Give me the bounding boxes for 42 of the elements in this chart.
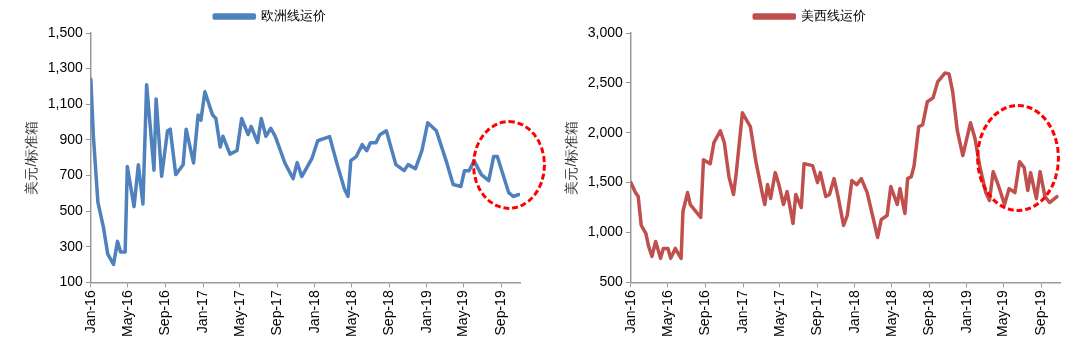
x-tick-label: Jan-19 bbox=[957, 290, 974, 334]
x-tick-label: Sep-18 bbox=[380, 290, 397, 336]
y-axis-title: 美元/标准箱 bbox=[563, 120, 580, 195]
x-tick-label: May-17 bbox=[770, 290, 787, 337]
x-tick-label: Sep-19 bbox=[492, 290, 509, 336]
y-tick-label: 500 bbox=[599, 273, 624, 290]
y-tick-label: 2,000 bbox=[587, 123, 624, 140]
x-tick-label: May-16 bbox=[118, 290, 135, 337]
x-tick-label: Jan-17 bbox=[193, 290, 210, 334]
x-tick-label: May-19 bbox=[454, 290, 471, 337]
y-tick-label: 1,000 bbox=[587, 223, 624, 240]
x-tick-label: May-19 bbox=[994, 290, 1011, 337]
y-tick-label: 1,500 bbox=[587, 173, 624, 190]
y-tick-label: 2,500 bbox=[587, 73, 624, 90]
legend-label: 欧洲线运价 bbox=[260, 8, 326, 24]
x-tick-label: Jan-17 bbox=[733, 290, 750, 334]
x-tick-label: Sep-18 bbox=[920, 290, 937, 336]
x-tick-label: Jan-16 bbox=[81, 290, 98, 334]
x-tick-label: May-18 bbox=[342, 290, 359, 337]
y-axis-title: 美元/标准箱 bbox=[23, 120, 40, 195]
x-tick-label: Sep-16 bbox=[696, 290, 713, 336]
x-tick-label: Jan-18 bbox=[845, 290, 862, 334]
legend-label: 美西线运价 bbox=[800, 8, 866, 24]
x-tick-label: Jan-18 bbox=[305, 290, 322, 334]
x-tick-label: May-17 bbox=[230, 290, 247, 337]
y-tick-label: 100 bbox=[59, 273, 84, 290]
y-tick-label: 700 bbox=[59, 166, 84, 183]
y-tick-label: 3,000 bbox=[587, 23, 624, 40]
x-tick-label: May-16 bbox=[658, 290, 675, 337]
x-tick-label: Sep-16 bbox=[156, 290, 173, 336]
x-tick-label: Sep-17 bbox=[268, 290, 285, 336]
y-tick-label: 1,100 bbox=[47, 95, 84, 112]
x-tick-label: Jan-16 bbox=[621, 290, 638, 334]
y-tick-label: 1,300 bbox=[47, 59, 84, 76]
y-tick-label: 500 bbox=[59, 201, 84, 218]
y-tick-label: 300 bbox=[59, 237, 84, 254]
y-tick-label: 1,500 bbox=[47, 23, 84, 40]
x-tick-label: Sep-19 bbox=[1032, 290, 1049, 336]
x-tick-label: Sep-17 bbox=[808, 290, 825, 336]
x-tick-label: May-18 bbox=[882, 290, 899, 337]
x-tick-label: Jan-19 bbox=[417, 290, 434, 334]
y-tick-label: 900 bbox=[59, 130, 84, 147]
